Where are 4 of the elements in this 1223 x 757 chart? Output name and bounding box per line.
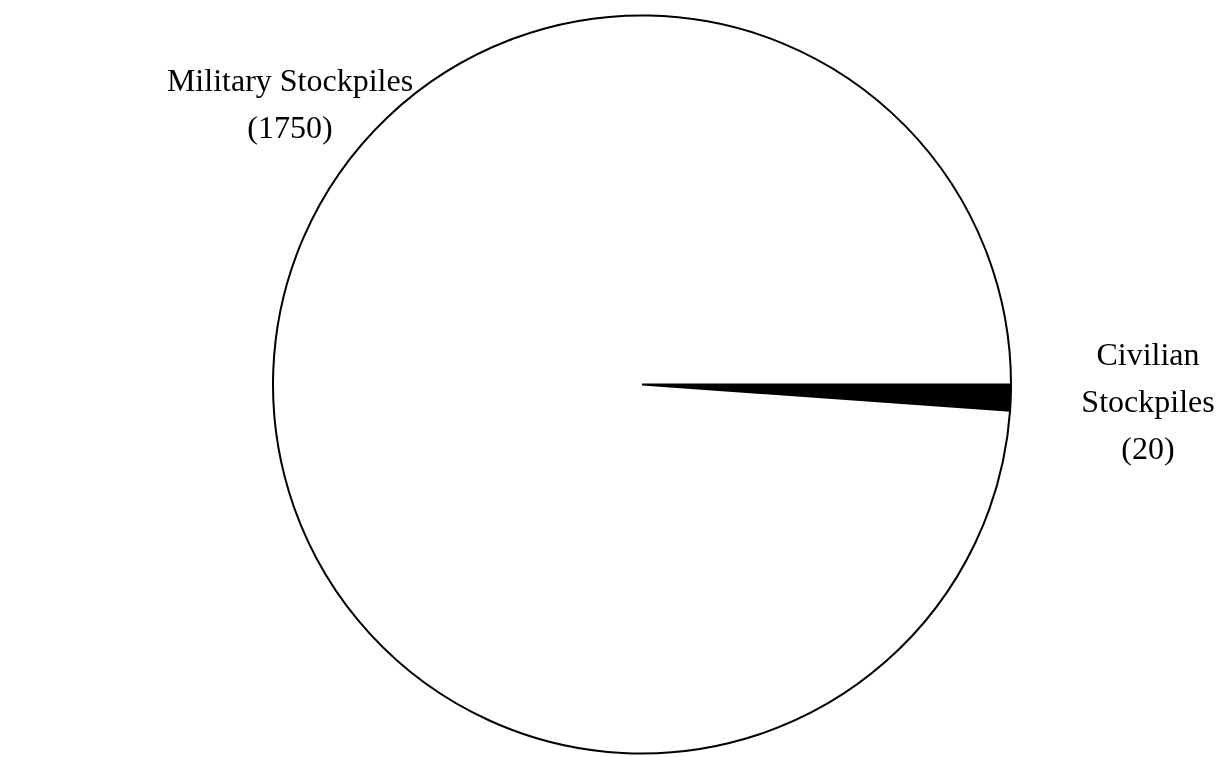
slice-label: Military Stockpiles [166,62,414,99]
data-label: (20) [1121,430,1175,467]
data-label: (1750) [247,109,333,146]
slice-label: Civilian Stockpiles [1081,336,1215,420]
